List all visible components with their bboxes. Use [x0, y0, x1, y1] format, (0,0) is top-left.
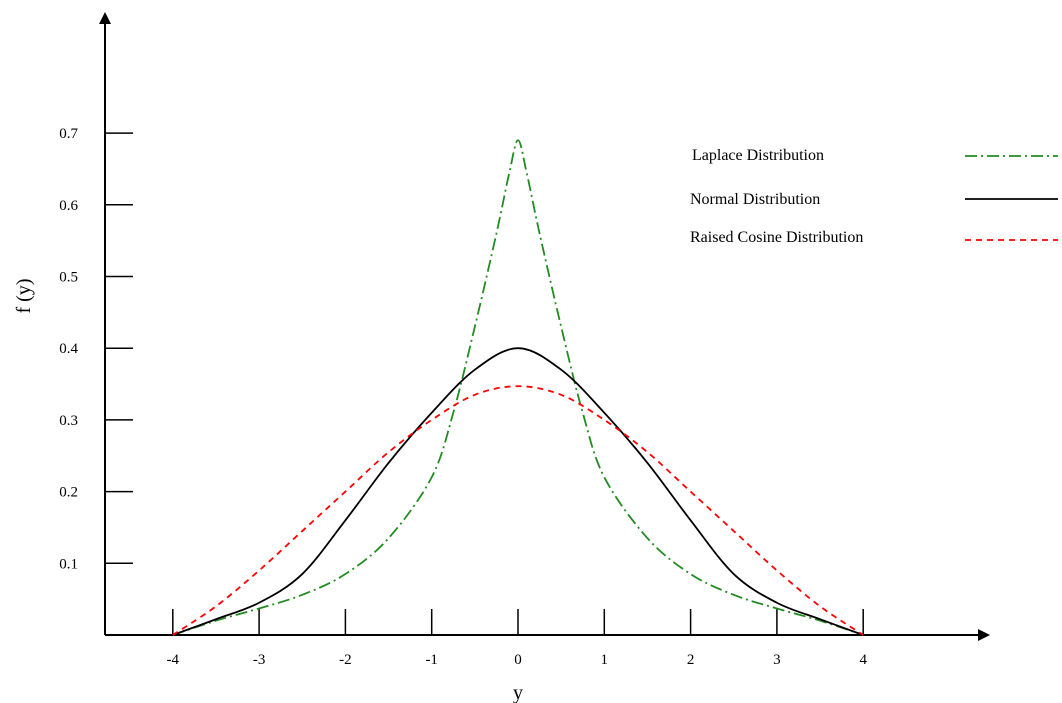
x-tick-label: 0: [514, 652, 522, 668]
y-tick-label: 0.3: [59, 413, 78, 429]
y-tick-label: 0.2: [59, 485, 78, 501]
y-tick-label: 0.1: [59, 556, 78, 572]
curves: [172, 139, 864, 636]
y-tick-label: 0.6: [59, 198, 78, 214]
x-ticks: -4 -3 -2 -1 0 1 2 3 4: [167, 609, 867, 668]
x-axis-title: y: [513, 682, 523, 703]
x-tick-label: 4: [859, 652, 867, 668]
legend-label: Laplace Distribution: [692, 147, 824, 164]
x-tick-label: -1: [425, 652, 438, 668]
x-tick-label: -2: [339, 652, 352, 668]
legend: Laplace Distribution Normal Distribution R…: [690, 147, 1058, 246]
y-tick-label: 0.4: [59, 341, 78, 357]
y-tick-label: 0.5: [59, 270, 78, 286]
x-tick-label: -3: [253, 652, 266, 668]
x-tick-label: 3: [773, 652, 781, 668]
x-tick-label: -4: [167, 652, 180, 668]
y-axis-title: f (y): [13, 279, 35, 314]
x-tick-label: 1: [601, 652, 609, 668]
y-tick-label: 0.7: [59, 126, 78, 142]
legend-label: Raised Cosine Distribution: [690, 229, 863, 246]
series-line-normal-distribution: [172, 347, 864, 636]
series-line-laplace-distribution: [172, 139, 864, 636]
legend-label: Normal Distribution: [690, 191, 820, 208]
series-line-raised-cosine-distribution: [172, 385, 864, 636]
y-ticks: 0.1 0.2 0.3 0.4 0.5 0.6 0.7: [59, 126, 133, 572]
x-tick-label: 2: [687, 652, 695, 668]
